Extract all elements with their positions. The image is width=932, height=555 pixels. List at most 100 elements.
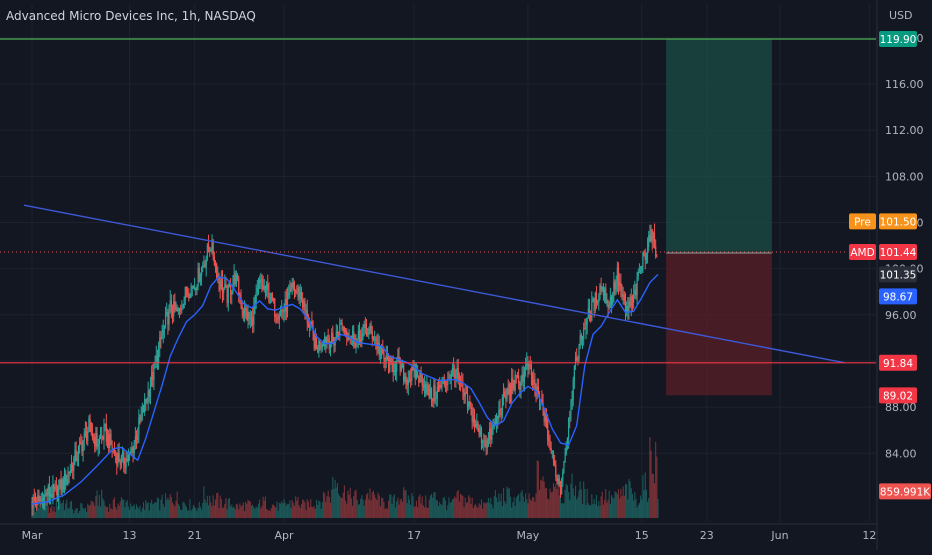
candle-body	[547, 419, 549, 440]
volume-bar	[500, 493, 502, 518]
volume-bar	[281, 501, 283, 518]
volume-bar	[283, 499, 285, 518]
volume-bar	[122, 499, 124, 518]
candle-body	[97, 444, 99, 447]
candle-body	[45, 492, 47, 495]
volume-bar	[522, 496, 524, 518]
volume-bar	[60, 503, 62, 518]
volume-bar	[205, 502, 207, 518]
time-tick-label: Apr	[275, 529, 295, 542]
candle-body	[207, 244, 210, 251]
volume-bar	[361, 495, 363, 518]
volume-bar	[329, 502, 332, 518]
volume-bar	[616, 494, 618, 518]
candle-body	[298, 288, 300, 299]
candle-body	[608, 304, 610, 309]
candle-body	[511, 377, 513, 395]
candle-body	[643, 252, 645, 256]
volume-bar	[298, 505, 300, 518]
candle-body	[457, 368, 459, 380]
volume-bar	[235, 503, 237, 518]
volume-bar	[142, 502, 145, 518]
candle-body	[270, 293, 272, 303]
candle-body	[174, 301, 176, 310]
candle-body	[571, 400, 573, 410]
volume-bar	[499, 501, 501, 518]
candle-body	[257, 283, 260, 289]
volume-bar	[340, 497, 342, 518]
volume-bar	[386, 509, 388, 518]
candle-body	[518, 375, 520, 383]
volume-bar	[316, 499, 318, 518]
volume-bar	[62, 500, 64, 518]
time-axis-labels: Mar 13 21 Apr 17 May 15 23 Jun 12	[22, 529, 877, 542]
candle-body	[216, 263, 218, 278]
volume-bar	[295, 496, 297, 518]
volume-bar	[185, 507, 188, 518]
volume-bar	[247, 499, 249, 518]
volume-bar	[457, 490, 459, 518]
volume-bar	[565, 483, 567, 518]
candle-body	[75, 450, 77, 461]
candle-body	[183, 299, 185, 309]
candle-body	[307, 323, 310, 328]
candle-body	[527, 362, 529, 370]
volume-bar	[138, 509, 140, 518]
volume-bar	[50, 507, 52, 518]
volume-bar	[253, 507, 255, 518]
volume-bar	[119, 501, 121, 518]
volume-bar	[480, 499, 483, 518]
volume-bar	[211, 506, 213, 518]
candle-body	[630, 296, 632, 307]
volume-bar	[160, 499, 162, 518]
candle-body	[59, 480, 61, 488]
candle-body	[152, 372, 154, 381]
volume-bar	[615, 492, 617, 518]
volume-bar	[621, 496, 623, 518]
candle-body	[120, 455, 123, 465]
candle-body	[319, 340, 321, 349]
volume-bar	[645, 489, 647, 518]
volume-bar	[436, 500, 438, 518]
candle-body	[421, 375, 423, 386]
candle-body	[295, 291, 297, 293]
volume-bar	[262, 496, 264, 518]
support-badge-value: 91.84	[883, 358, 913, 370]
entry-badge-value: 101.35	[880, 269, 917, 281]
volume-bar	[487, 497, 489, 518]
volume-bar	[103, 500, 105, 518]
volume-bar	[547, 498, 549, 518]
volume-bar	[73, 513, 75, 518]
volume-bar	[600, 496, 602, 518]
volume-bar	[606, 502, 608, 518]
volume-bar	[130, 503, 132, 518]
volume-bar	[226, 509, 228, 518]
candle-body	[644, 255, 646, 260]
volume-bar	[82, 507, 84, 518]
volume-bar	[297, 497, 299, 518]
candle-body	[500, 413, 502, 415]
candle-body	[49, 494, 52, 496]
volume-bar	[608, 490, 610, 518]
volume-bar	[112, 499, 114, 518]
volume-bar	[152, 504, 154, 518]
volume-bar	[613, 498, 615, 518]
volume-bar	[609, 503, 611, 518]
volume-bar	[61, 502, 63, 518]
volume-bar	[132, 506, 134, 518]
volume-bar	[354, 491, 356, 518]
candle-body	[242, 310, 244, 316]
volume-bar	[566, 485, 568, 518]
candle-body	[422, 385, 425, 388]
volume-bar	[372, 490, 375, 518]
candle-body	[564, 454, 566, 462]
candle-body	[103, 425, 105, 440]
volume-bar	[177, 503, 179, 518]
volume-bar	[578, 490, 580, 518]
candle-body	[455, 375, 457, 379]
volume-bar	[638, 503, 640, 518]
candle-body	[361, 333, 363, 345]
volume-bar	[352, 505, 354, 518]
